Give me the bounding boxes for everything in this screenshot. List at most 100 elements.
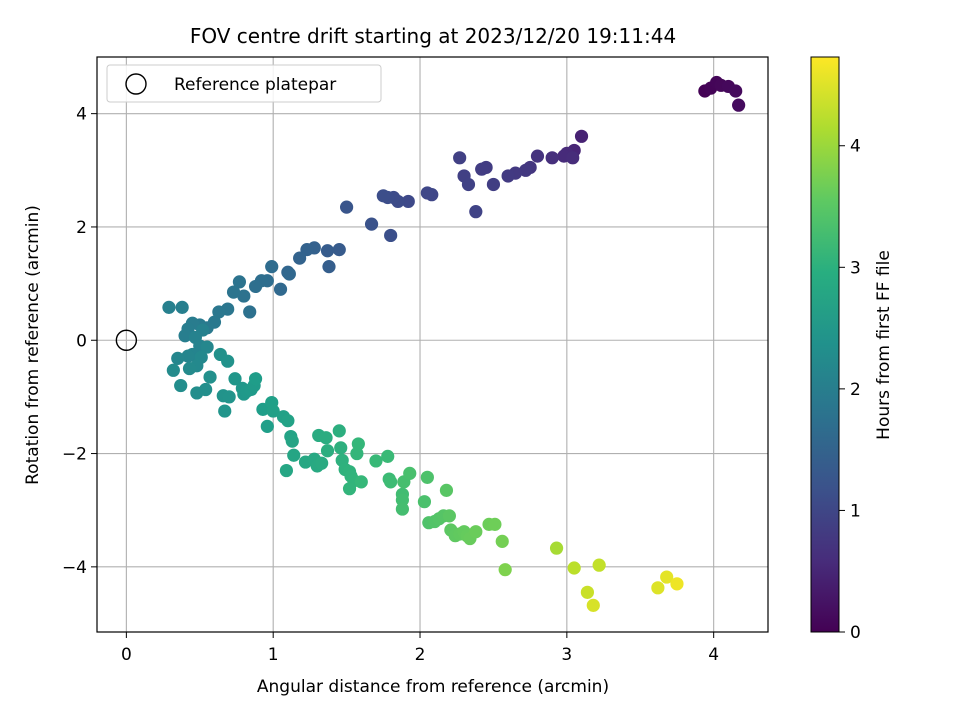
x-tick-label: 1 [268,645,279,665]
y-tick-label: −2 [62,445,87,465]
data-point [228,372,242,386]
data-point [287,448,301,462]
data-point [162,300,176,314]
data-point [266,404,280,418]
data-point [293,251,307,265]
data-point [322,260,336,274]
data-point [574,129,589,143]
data-point [592,558,606,572]
x-tick-label: 4 [708,645,719,665]
reference-marker [115,329,138,351]
y-tick-label: 4 [76,105,87,125]
data-point [221,354,235,368]
data-point [260,419,274,433]
colorbar-label: Hours from first FF file [874,250,894,440]
data-point [475,162,489,176]
data-point [549,541,564,555]
data-point [729,84,743,98]
data-point [670,577,684,591]
data-point [351,437,365,451]
colorbar-tick-label: 4 [850,137,861,157]
data-point [332,424,346,438]
data-point [334,441,348,455]
legend-marker [125,73,147,95]
plot-frame [96,56,769,633]
data-point [439,483,454,497]
data-point [732,98,746,112]
y-axis-label: Rotation from reference (arcmin) [23,205,43,485]
y-tick-label: 2 [76,218,87,238]
data-point [530,149,545,163]
data-point [320,244,335,258]
data-point [486,177,501,192]
chart-title: FOV centre drift starting at 2023/12/20 … [190,24,676,48]
data-point [384,475,398,489]
data-point [273,282,288,296]
data-point [442,509,456,523]
colorbar-tick-label: 1 [850,501,861,521]
data-point [401,194,415,209]
y-tick-label: −4 [62,558,87,578]
colorbar-tick-label: 3 [850,258,861,278]
data-point [376,189,390,203]
x-axis-ticks: 0 1 2 3 4 [121,632,719,665]
data-point [320,444,335,458]
data-point [395,502,410,516]
data-point [519,163,533,177]
data-point [651,581,665,595]
data-point [218,404,232,418]
data-point [232,275,247,289]
data-point [182,361,197,376]
colorbar-tick-label: 0 [850,623,861,643]
data-point [580,585,595,599]
y-axis-ticks: −4 −2 0 2 4 [62,105,97,578]
data-point [171,351,185,365]
colorbar: 0 1 2 3 4 Hours from first FF file [810,56,894,643]
y-tick-label: 0 [76,331,87,351]
data-point [469,525,483,539]
data-point [586,598,600,612]
data-point [660,570,674,584]
data-point [453,151,467,165]
data-point [566,151,580,165]
data-point [498,563,512,577]
data-point [222,390,236,404]
data-point [340,200,354,214]
colorbar-ticks: 0 1 2 3 4 [839,137,861,643]
legend-label: Reference platepar [174,75,336,95]
data-point [488,517,502,531]
data-points [162,75,746,612]
data-point [203,370,217,384]
data-point [420,470,434,484]
data-point [279,463,294,478]
colorbar-tick-label: 2 [850,380,861,400]
data-point [501,169,515,183]
legend: Reference platepar [106,64,382,103]
data-point [226,285,241,299]
data-point [384,228,398,243]
data-point [212,305,226,319]
data-point [200,340,214,354]
data-point [248,372,263,386]
data-point [495,534,509,548]
data-point [248,279,263,294]
data-point [545,151,559,165]
data-point [381,449,395,463]
colorbar-gradient [810,56,840,633]
data-point [369,454,383,468]
data-point [178,329,192,343]
data-point [237,289,251,303]
reference-marker-layer [115,329,138,351]
x-axis-label: Angular distance from reference (arcmin) [257,677,609,697]
legend-box [106,64,382,103]
data-point [461,177,476,192]
data-point [174,378,188,393]
data-point [281,414,295,428]
data-point [364,217,379,231]
data-point [199,382,213,397]
data-point [403,466,417,480]
data-point [469,205,483,219]
data-point [567,561,581,575]
data-point [175,300,189,314]
